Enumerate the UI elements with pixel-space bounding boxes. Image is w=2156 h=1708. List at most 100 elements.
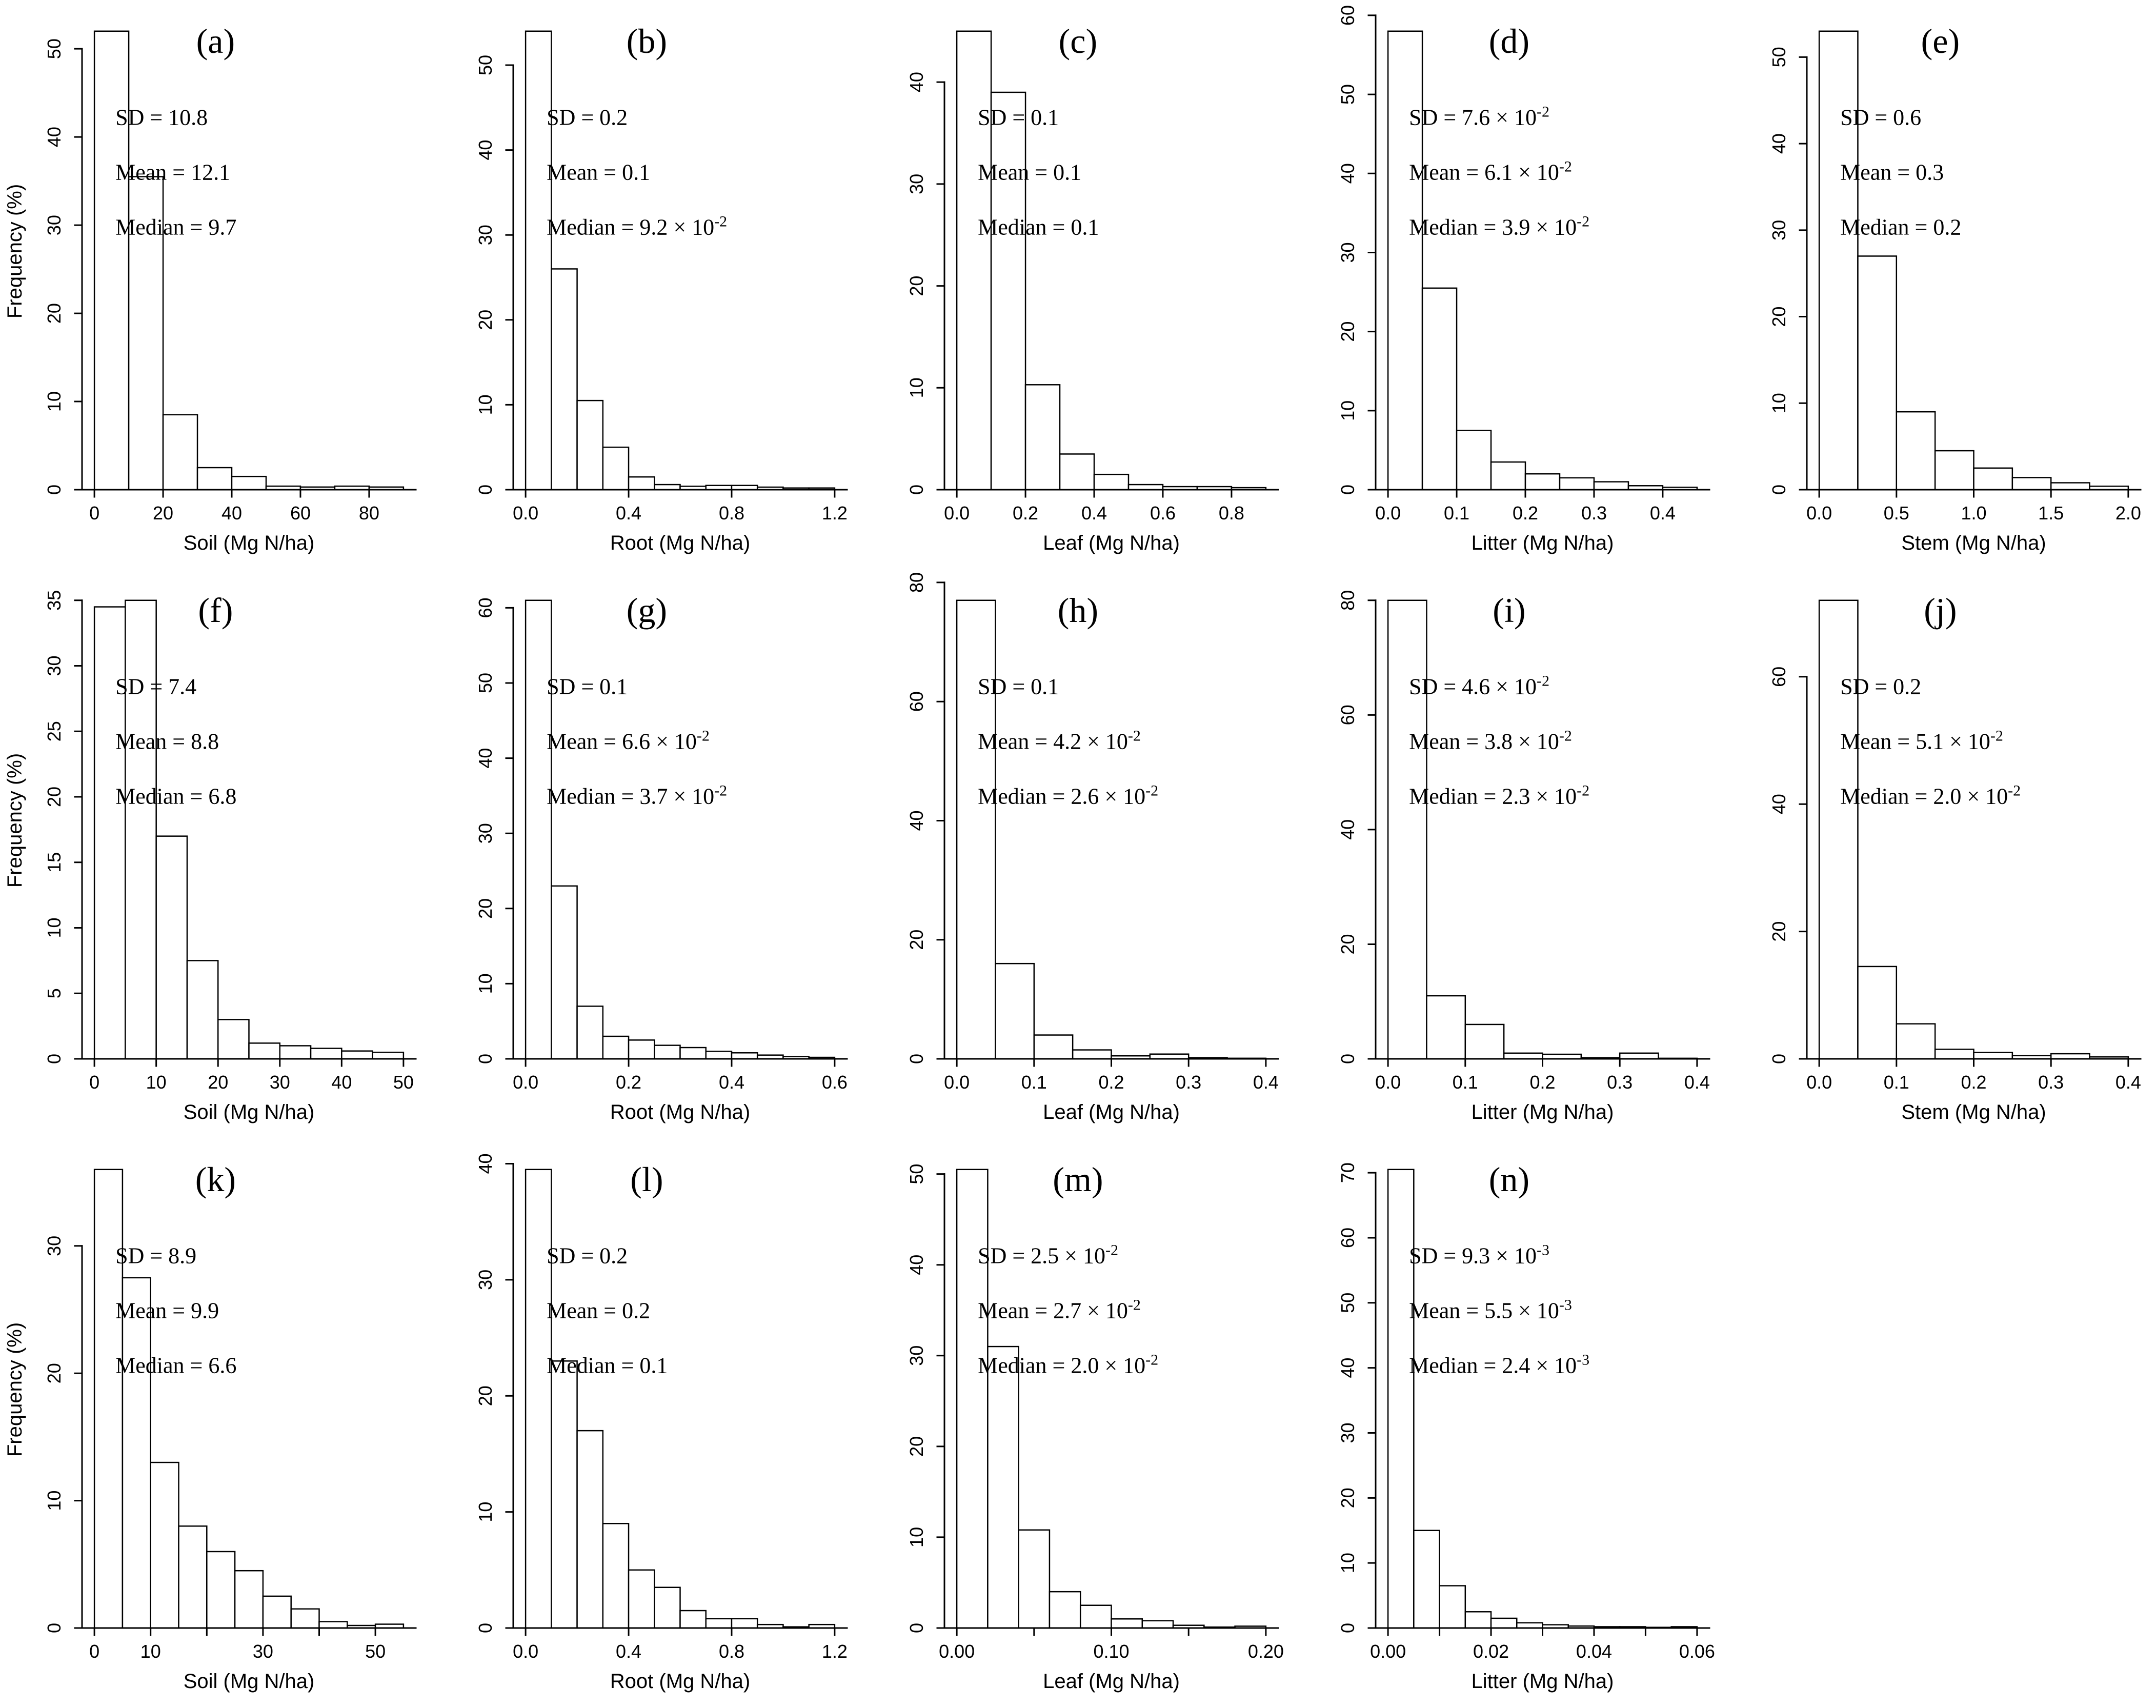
histogram-bar: [1818, 30, 1859, 491]
x-tick-label: 30: [270, 1072, 290, 1093]
histogram-panel-f: 0 10 20 30 40 50 0 5 10 15 20 25 30 35 Soil (Mg N/ha) F…: [0, 569, 431, 1138]
panel-label: (l): [630, 1160, 663, 1199]
stat-mean: Mean = 9.9: [115, 1298, 219, 1323]
y-tick-label: 10: [1337, 400, 1358, 421]
tick-labels: 0 10 30 50 0 10 20 30: [44, 1236, 386, 1662]
panel-svg-n: 0.00 0.02 0.04 0.06 0 10 20 30 40 50 60 70 Litter (M…: [1337, 1160, 1715, 1693]
bars: [525, 30, 836, 491]
panel-label: (e): [1921, 22, 1960, 61]
stats: SD = 0.2 Mean = 5.1 × 10-2 Median = 2.0 × …: [1840, 674, 2021, 809]
y-tick-label: 25: [44, 721, 65, 741]
axes: [505, 64, 848, 498]
stat-median: Median = 2.4 × 10-3: [1409, 1351, 1589, 1378]
x-tick-label: 20: [208, 1072, 228, 1093]
x-tick-label: 10: [140, 1641, 161, 1662]
x-tick-label: 0.4: [616, 503, 641, 524]
histogram-bar: [956, 599, 996, 1060]
tick-labels: 0.0 0.4 0.8 1.2 0 10 20 30 40 50: [475, 55, 848, 524]
stat-mean: Mean = 12.1: [115, 160, 230, 185]
stats: SD = 2.5 × 10-2 Mean = 2.7 × 10-2 Median =…: [978, 1242, 1158, 1378]
histogram-bar: [628, 476, 655, 491]
panel-svg-f: 0 10 20 30 40 50 0 5 10 15 20 25 30 35 Soil (Mg N/ha) F…: [4, 590, 417, 1123]
y-tick-label: 20: [906, 1436, 927, 1457]
y-tick-label: 0: [475, 1054, 496, 1064]
stat-sd: SD = 7.6 × 10-2: [1409, 104, 1549, 130]
histogram-bar: [525, 599, 552, 1060]
stat-mean: Mean = 6.6 × 10-2: [547, 728, 710, 754]
y-tick-label: 40: [1768, 133, 1789, 154]
bars: [1387, 599, 1698, 1060]
x-tick-label: 0.02: [1473, 1641, 1509, 1662]
y-tick-label: 20: [1337, 321, 1358, 342]
bars: [956, 599, 1267, 1060]
histogram-bar: [525, 30, 552, 491]
histogram-bar: [217, 1019, 250, 1060]
panel-svg-c: 0.0 0.2 0.4 0.6 0.8 0 10 20 30 40 Leaf (Mg N/ha) (c…: [906, 22, 1279, 554]
tick-labels: 0.00 0.10 0.20 0 10 20 30 40 50: [906, 1164, 1284, 1662]
y-tick-label: 50: [475, 55, 496, 75]
stat-sd: SD = 0.2: [547, 1243, 628, 1269]
x-axis-title: Stem (Mg N/ha): [1901, 1101, 2046, 1123]
y-tick-label: 40: [1768, 794, 1789, 814]
histogram-bar: [1059, 453, 1095, 491]
x-tick-label: 0.4: [719, 1072, 744, 1093]
axes: [1367, 1172, 1710, 1636]
tick-labels: 0.0 0.4 0.8 1.2 0 10 20 30 40: [475, 1153, 848, 1662]
y-tick-label: 50: [906, 1164, 927, 1184]
axes: [936, 581, 1279, 1067]
stat-median: Median = 0.2: [1840, 214, 1961, 239]
x-tick-label: 0.3: [1176, 1072, 1201, 1093]
stat-median: Median = 9.7: [115, 214, 236, 239]
y-tick-label: 10: [44, 391, 65, 412]
histogram-bar: [1464, 1611, 1492, 1629]
y-tick-label: 35: [44, 590, 65, 611]
y-tick-label: 40: [906, 72, 927, 92]
panel-svg-e: 0.0 0.5 1.0 1.5 2.0 0 10 20 30 40 50 Stem (Mg N/ha)…: [1768, 22, 2142, 554]
y-tick-label: 40: [1337, 163, 1358, 184]
axes: [74, 1245, 417, 1636]
stat-median: Median = 2.0 × 10-2: [978, 1351, 1158, 1378]
y-tick-label: 10: [906, 1527, 927, 1548]
y-tick-label: 0: [1337, 1623, 1358, 1633]
y-tick-label: 10: [1337, 1553, 1358, 1573]
histogram-bar: [1619, 1052, 1659, 1060]
x-tick-label: 0: [89, 1072, 99, 1093]
x-tick-label: 0.8: [719, 1641, 744, 1662]
y-tick-label: 50: [1337, 1293, 1358, 1313]
panel-label: (n): [1489, 1160, 1529, 1199]
bars: [1818, 30, 2129, 491]
y-tick-label: 50: [1337, 84, 1358, 105]
y-tick-label: 40: [906, 810, 927, 831]
histogram-bar: [679, 1610, 707, 1629]
histogram-bar: [1024, 384, 1061, 491]
x-tick-label: 0.3: [2038, 1072, 2064, 1093]
x-tick-label: 0.2: [1961, 1072, 1986, 1093]
y-tick-label: 40: [906, 1255, 927, 1275]
stats: SD = 7.4 Mean = 8.8 Median = 6.8: [115, 674, 236, 809]
histogram-bar: [1896, 1023, 1936, 1060]
y-tick-label: 30: [475, 823, 496, 843]
histogram-bar: [1896, 411, 1936, 491]
y-tick-label: 0: [1768, 485, 1789, 495]
panel-label: (d): [1489, 22, 1529, 61]
panel-svg-g: 0.0 0.2 0.4 0.6 0 10 20 30 40 50 60 Root (Mg N/ha) (…: [475, 591, 848, 1123]
y-tick-label: 0: [906, 1054, 927, 1064]
x-tick-label: 0.8: [719, 503, 744, 524]
axes: [1367, 599, 1710, 1067]
histogram-panel-b: 0.0 0.4 0.8 1.2 0 10 20 30 40 50 Root (Mg N/ha) (b)…: [431, 0, 862, 569]
stat-sd: SD = 0.1: [547, 674, 628, 699]
axes: [74, 48, 417, 498]
x-tick-label: 0.04: [1576, 1641, 1612, 1662]
x-tick-label: 0.0: [513, 1072, 538, 1093]
histogram-bar: [602, 1523, 630, 1629]
histogram-bar: [1413, 1530, 1440, 1629]
histogram-bar: [341, 1050, 373, 1060]
histogram-bar: [602, 446, 630, 491]
x-tick-label: 0.1: [1884, 1072, 1909, 1093]
histogram-bar: [93, 1169, 124, 1629]
histogram-bar: [318, 1621, 348, 1629]
stats: SD = 0.1 Mean = 4.2 × 10-2 Median = 2.6 × …: [978, 674, 1158, 809]
histogram-bar: [1079, 1604, 1112, 1629]
panel-label: (i): [1493, 591, 1525, 630]
